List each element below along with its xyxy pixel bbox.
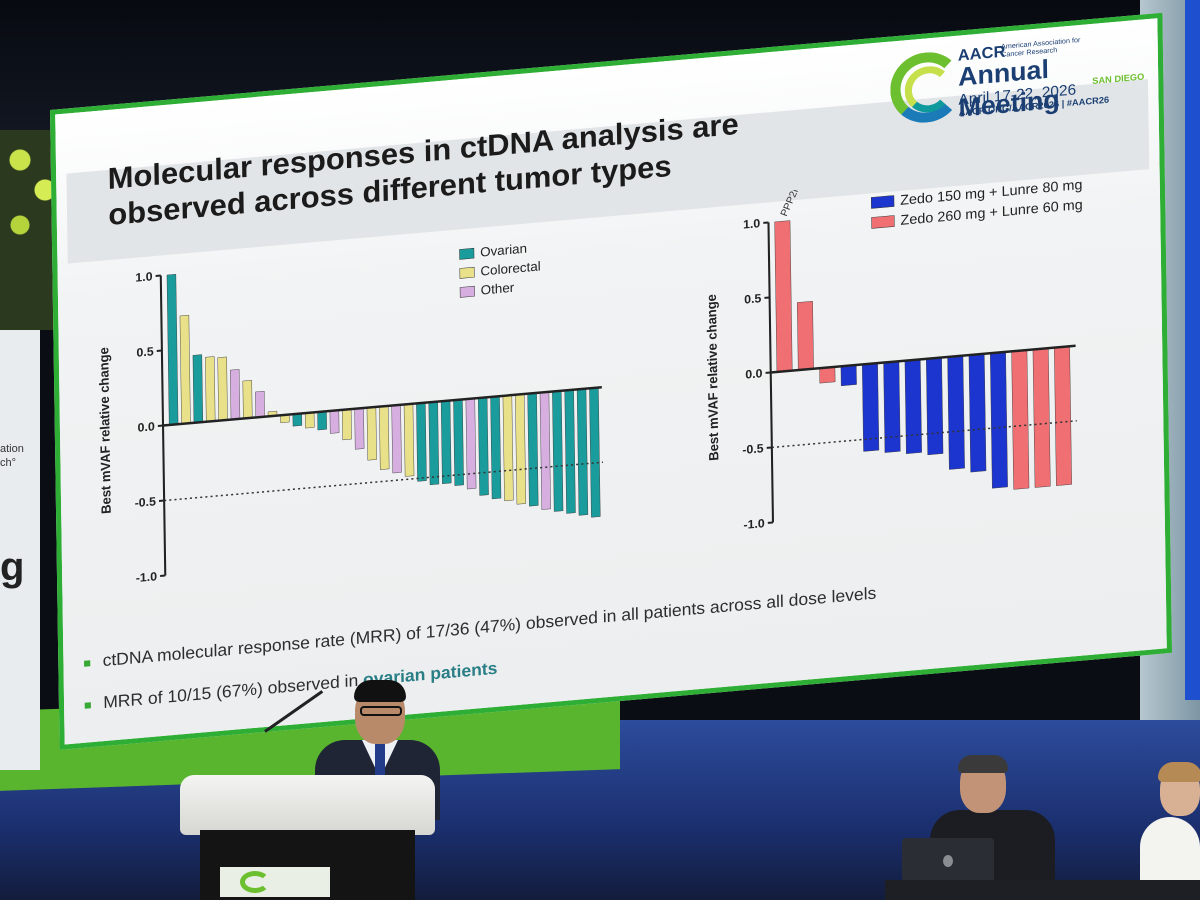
bar: [242, 380, 253, 419]
bar: [329, 409, 340, 434]
y-tick-label: 0.0: [745, 366, 763, 381]
y-axis-label: Best mVAF relative change: [96, 347, 114, 515]
bar: [968, 353, 987, 473]
bar: [904, 359, 922, 454]
y-tick-label: 0.5: [744, 291, 762, 306]
bar: [819, 366, 836, 384]
bar: [391, 404, 402, 474]
bar: [539, 391, 551, 510]
all-patients-chart: All PatientsBest mVAF relative change1.0…: [96, 199, 603, 585]
legend-swatch: [459, 266, 475, 279]
y-tick-label: -0.5: [135, 494, 157, 510]
bar: [1054, 346, 1072, 486]
panelist-1-hair: [958, 755, 1008, 773]
left-screen-text: ation ch°: [0, 442, 24, 470]
bar: [255, 390, 265, 418]
legend-swatch: [870, 195, 895, 209]
threshold-line: [771, 420, 1077, 449]
bar: [230, 369, 241, 420]
y-tick-label: -0.5: [742, 441, 764, 457]
bar: [1011, 349, 1030, 490]
bar: [990, 351, 1008, 489]
bar: [552, 390, 564, 512]
bar: [840, 364, 857, 387]
podium-top: [180, 775, 435, 835]
bar: [179, 314, 191, 425]
y-tick-label: 1.0: [135, 269, 153, 284]
bar: [166, 274, 179, 426]
bar: [342, 408, 352, 441]
panelist-2: [1140, 762, 1200, 897]
bar: [465, 398, 477, 490]
legend-label: Ovarian: [480, 241, 527, 260]
zero-line: [770, 344, 1076, 374]
bar: [403, 403, 415, 477]
podium-logo-icon: [240, 871, 270, 893]
legend-swatch: [459, 285, 475, 298]
bar: [774, 220, 793, 373]
presentation-slide: Molecular responses in ctDNA analysis ar…: [50, 12, 1172, 751]
bar: [292, 413, 303, 427]
y-tick-label: 0.0: [138, 419, 156, 434]
bullet-square-icon: [84, 659, 91, 667]
ovarian-patients-chart: Ovarian PatientsBest mVAF relative chang…: [704, 158, 1083, 532]
bar: [490, 395, 502, 500]
bar: [883, 361, 901, 453]
bar: [416, 402, 427, 482]
speaker-hair: [354, 680, 406, 702]
legend-label: Other: [481, 280, 515, 298]
left-text-line2: ch°: [0, 457, 17, 469]
bar: [366, 406, 377, 461]
legend-label: Colorectal: [480, 259, 541, 279]
bar: [576, 388, 589, 516]
legend-swatch: [871, 215, 895, 229]
bar: [1032, 347, 1051, 488]
bar: [515, 393, 527, 505]
podium-screen: [220, 867, 330, 897]
bar: [502, 394, 514, 502]
bar: [217, 356, 228, 421]
threshold-line: [164, 461, 603, 502]
blue-side-panel: [1185, 0, 1200, 700]
charts-area: All PatientsBest mVAF relative change1.0…: [96, 158, 1083, 585]
left-text-line1: ation: [0, 443, 24, 455]
legend-swatch: [459, 247, 475, 260]
bar: [192, 354, 204, 424]
y-tick-label: 0.5: [136, 344, 154, 359]
speaker-glasses: [360, 706, 402, 716]
bar: [379, 405, 390, 470]
podium: [180, 775, 435, 900]
y-tick-label: -1.0: [743, 516, 765, 532]
y-tick-label: -1.0: [136, 569, 158, 585]
panel-table: [885, 880, 1200, 900]
panelist-2-hair: [1158, 762, 1200, 782]
bar: [589, 387, 601, 518]
left-screen-letter: g: [0, 545, 25, 589]
bar: [440, 400, 452, 484]
bar: [317, 411, 327, 431]
bar: [527, 392, 539, 507]
bar: [926, 357, 944, 456]
bar: [354, 407, 365, 450]
bar: [797, 300, 814, 371]
y-axis-label: Best mVAF relative change: [704, 294, 722, 462]
zero-line: [163, 385, 602, 427]
bar: [947, 355, 965, 470]
y-tick-label: 1.0: [743, 216, 761, 231]
bullet-square-icon: [84, 701, 91, 709]
bar: [205, 356, 216, 422]
speaker-tie: [375, 744, 385, 780]
bar: [428, 401, 440, 486]
apple-logo-icon: [943, 855, 953, 867]
bar: [304, 412, 315, 429]
bar: [564, 389, 576, 514]
bar: [477, 397, 489, 496]
bar: [453, 399, 464, 486]
